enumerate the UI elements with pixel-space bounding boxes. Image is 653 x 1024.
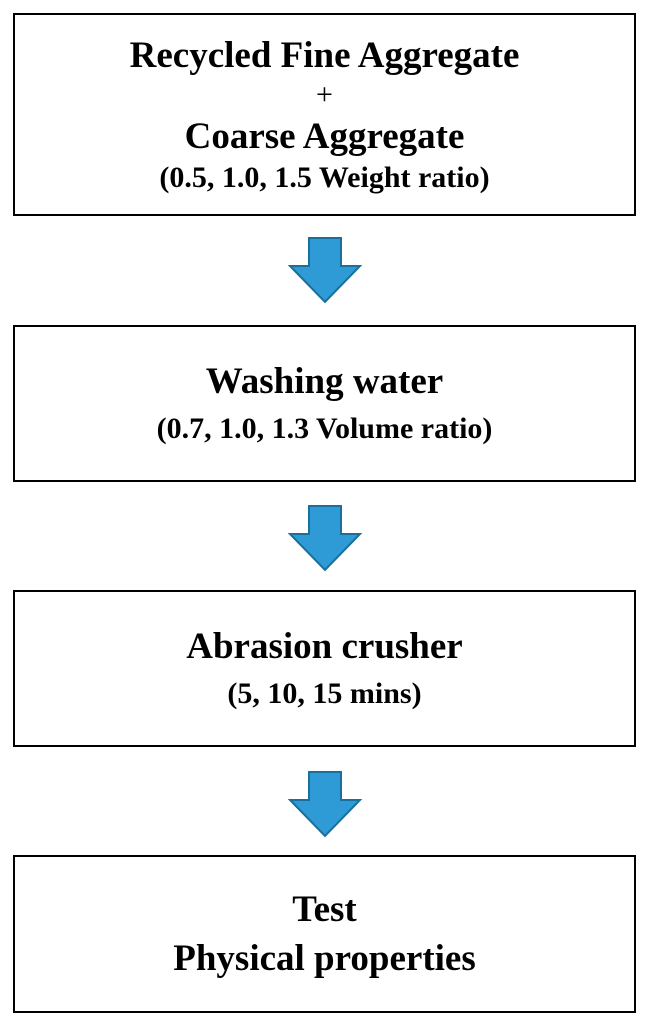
down-arrow-icon	[287, 505, 363, 572]
step-title: Washing water	[205, 361, 444, 402]
step-detail: (0.5, 1.0, 1.5 Weight ratio)	[159, 160, 490, 194]
step-title: Recycled Fine Aggregate	[129, 34, 520, 76]
step-box-crusher: Abrasion crusher (5, 10, 15 mins)	[13, 590, 636, 747]
step-detail: (0.7, 1.0, 1.3 Volume ratio)	[156, 412, 493, 445]
down-arrow-icon	[287, 237, 363, 304]
step-box-test: Test Physical properties	[13, 855, 636, 1013]
step-box-washing: Washing water (0.7, 1.0, 1.3 Volume rati…	[13, 325, 636, 482]
plus-connector: +	[316, 77, 333, 111]
arrow-shape	[287, 237, 363, 304]
step-subtitle: Physical properties	[173, 938, 476, 979]
down-arrow-icon	[287, 771, 363, 838]
step-subtitle: Coarse Aggregate	[184, 115, 465, 157]
arrow-shape	[287, 505, 363, 572]
step-detail: (5, 10, 15 mins)	[227, 677, 422, 710]
step-title: Test	[292, 889, 357, 930]
step-title: Abrasion crusher	[186, 626, 463, 667]
step-box-aggregate: Recycled Fine Aggregate + Coarse Aggrega…	[13, 13, 636, 216]
arrow-shape	[287, 771, 363, 838]
